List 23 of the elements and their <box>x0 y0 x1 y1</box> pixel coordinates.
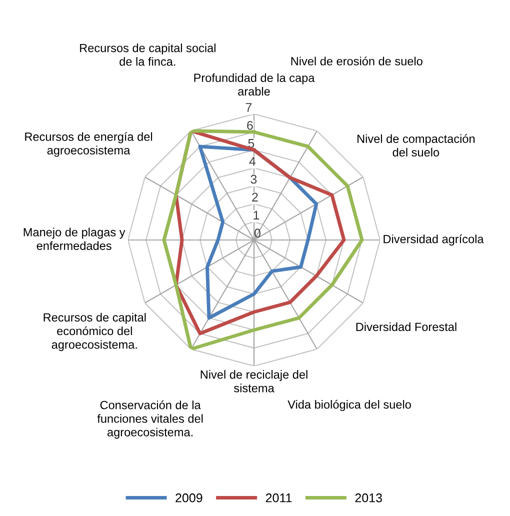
y-tick-label: 1 <box>254 210 260 220</box>
spoke-label: Recursos de energía del agroecosistema <box>25 132 152 157</box>
y-tick-label: 3 <box>250 174 257 184</box>
y-tick-label: 0 <box>254 228 260 238</box>
spoke-label: Recursos de capital económico del agroecosistema. <box>44 312 146 352</box>
legend-label: 2009 <box>176 493 202 502</box>
spoke-label: Manejo de plagas y enfermedades <box>24 228 126 250</box>
spoke-label: Conservación de la funciones vitales del agroecosistema. <box>97 400 203 439</box>
y-tick-label: 6 <box>247 120 253 130</box>
y-tick-label: 7 <box>246 103 252 112</box>
spoke-label: Diversidad agrícola <box>384 234 484 246</box>
spoke-label: Nivel de compactación del suelo <box>358 134 475 157</box>
spoke-label: Diversidad Forestal <box>356 322 456 332</box>
spoke-label: Vida biológica del suelo <box>288 400 411 412</box>
y-tick-label: 4 <box>249 156 256 166</box>
spoke-label: Recursos de capital social de la finca. <box>80 44 216 66</box>
y-tick-label: 2 <box>252 192 258 202</box>
legend-label: 2011 <box>266 493 292 502</box>
y-tick-label: 5 <box>248 139 254 148</box>
spoke-label: Nivel de reciclaje del sistema <box>200 370 308 392</box>
spoke-label: Nivel de erosión de suelo <box>291 56 422 66</box>
legend-label: 2013 <box>355 493 382 502</box>
spoke-label: Profundidad de la capa arable <box>194 73 315 96</box>
